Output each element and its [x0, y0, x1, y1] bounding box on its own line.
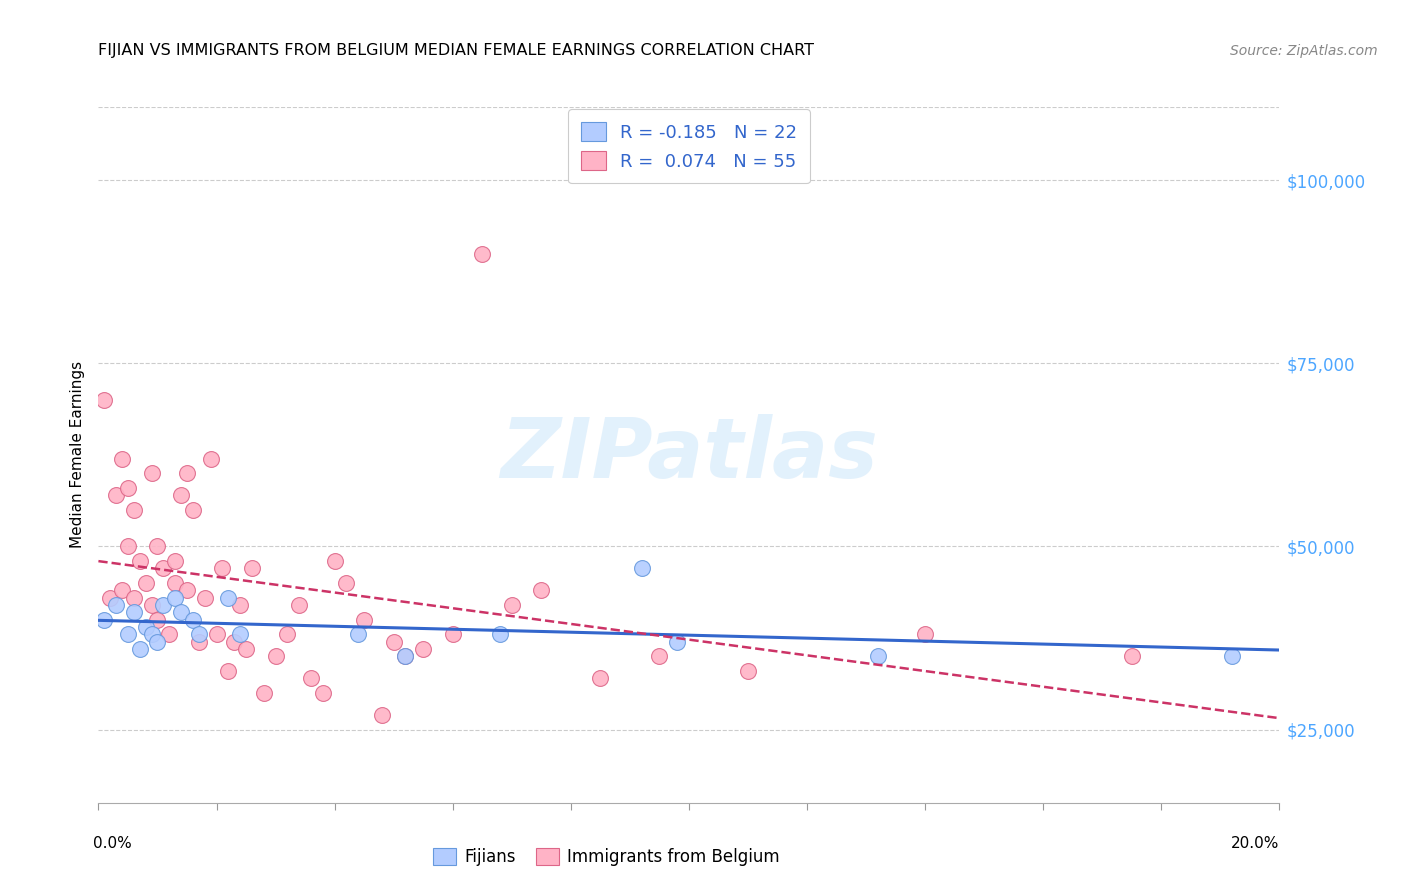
- Point: [111, 583, 134, 598]
- Point: [211, 561, 233, 575]
- Point: [217, 591, 239, 605]
- Point: [530, 583, 553, 598]
- Text: FIJIAN VS IMMIGRANTS FROM BELGIUM MEDIAN FEMALE EARNINGS CORRELATION CHART: FIJIAN VS IMMIGRANTS FROM BELGIUM MEDIAN…: [98, 43, 814, 58]
- Point: [141, 598, 163, 612]
- Text: ZIPatlas: ZIPatlas: [501, 415, 877, 495]
- Point: [181, 613, 204, 627]
- Point: [128, 554, 150, 568]
- Point: [170, 606, 193, 620]
- Point: [165, 591, 187, 605]
- Point: [200, 451, 222, 466]
- Point: [176, 467, 198, 481]
- Point: [394, 649, 416, 664]
- Point: [1220, 649, 1243, 664]
- Point: [128, 642, 150, 657]
- Point: [253, 686, 276, 700]
- Point: [146, 540, 169, 554]
- Point: [111, 451, 134, 466]
- Point: [93, 392, 115, 407]
- Point: [194, 591, 217, 605]
- Point: [146, 613, 169, 627]
- Point: [276, 627, 298, 641]
- Point: [489, 627, 512, 641]
- Point: [165, 554, 187, 568]
- Text: Source: ZipAtlas.com: Source: ZipAtlas.com: [1230, 44, 1378, 58]
- Point: [412, 642, 434, 657]
- Point: [353, 613, 375, 627]
- Y-axis label: Median Female Earnings: Median Female Earnings: [69, 361, 84, 549]
- Point: [146, 634, 169, 648]
- Point: [176, 583, 198, 598]
- Point: [312, 686, 335, 700]
- Point: [157, 627, 180, 641]
- Point: [135, 620, 157, 634]
- Point: [382, 634, 405, 648]
- Point: [181, 503, 204, 517]
- Point: [501, 598, 523, 612]
- Point: [98, 591, 121, 605]
- Point: [205, 627, 228, 641]
- Point: [224, 634, 246, 648]
- Point: [187, 627, 209, 641]
- Legend: Fijians, Immigrants from Belgium: Fijians, Immigrants from Belgium: [425, 839, 789, 874]
- Point: [1121, 649, 1143, 664]
- Point: [117, 627, 139, 641]
- Point: [117, 481, 139, 495]
- Point: [589, 671, 612, 685]
- Point: [141, 467, 163, 481]
- Point: [117, 540, 139, 554]
- Point: [648, 649, 671, 664]
- Point: [152, 598, 174, 612]
- Point: [229, 598, 252, 612]
- Point: [93, 613, 115, 627]
- Point: [288, 598, 311, 612]
- Point: [394, 649, 416, 664]
- Point: [240, 561, 263, 575]
- Point: [122, 503, 145, 517]
- Point: [217, 664, 239, 678]
- Point: [152, 561, 174, 575]
- Point: [229, 627, 252, 641]
- Point: [371, 707, 394, 722]
- Text: 20.0%: 20.0%: [1232, 836, 1279, 851]
- Point: [122, 591, 145, 605]
- Point: [471, 246, 494, 260]
- Point: [105, 488, 128, 502]
- Point: [914, 627, 936, 641]
- Point: [299, 671, 322, 685]
- Point: [135, 576, 157, 591]
- Point: [323, 554, 346, 568]
- Point: [187, 634, 209, 648]
- Point: [170, 488, 193, 502]
- Point: [264, 649, 287, 664]
- Point: [347, 627, 370, 641]
- Point: [737, 664, 759, 678]
- Point: [165, 576, 187, 591]
- Point: [235, 642, 257, 657]
- Text: 0.0%: 0.0%: [93, 836, 131, 851]
- Point: [630, 561, 652, 575]
- Point: [441, 627, 464, 641]
- Point: [141, 627, 163, 641]
- Point: [122, 606, 145, 620]
- Point: [666, 634, 689, 648]
- Point: [335, 576, 357, 591]
- Point: [866, 649, 889, 664]
- Point: [105, 598, 128, 612]
